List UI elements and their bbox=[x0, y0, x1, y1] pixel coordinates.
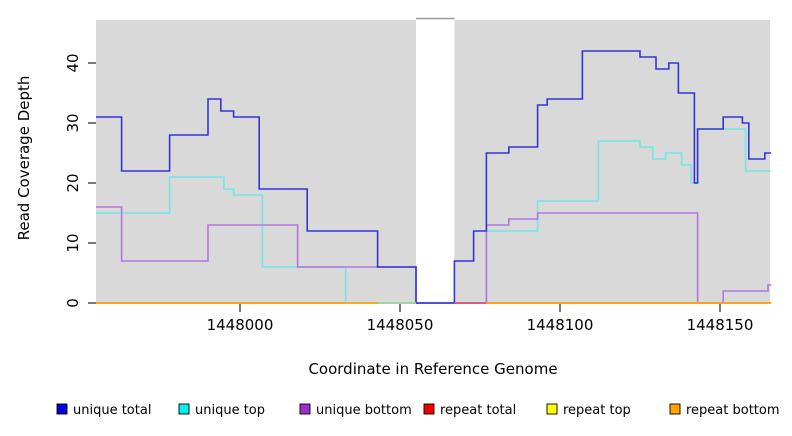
plot-area bbox=[96, 17, 772, 304]
y-tick-label: 30 bbox=[64, 113, 82, 132]
series-line-unique-total bbox=[96, 50, 772, 304]
series-line-unique-top bbox=[96, 128, 772, 304]
legend-swatch-repeat-total bbox=[423, 403, 435, 415]
axes: 1448000 1448050 1448100 1448150 0 10 20 30 40 bbox=[64, 53, 753, 334]
coverage-gap-band bbox=[416, 18, 455, 304]
legend-swatch-unique-total bbox=[56, 403, 68, 415]
y-tick-label: 10 bbox=[64, 233, 82, 252]
legend-label-unique-top: unique top bbox=[195, 403, 265, 418]
x-tick-label: 1448150 bbox=[687, 316, 754, 334]
legend-label-repeat-top: repeat top bbox=[563, 403, 631, 418]
x-tick-label: 1448100 bbox=[527, 316, 594, 334]
y-tick-label: 20 bbox=[64, 173, 82, 192]
legend-swatch-unique-bottom bbox=[299, 403, 311, 415]
x-tick-label: 1448050 bbox=[367, 316, 434, 334]
y-tick-label: 40 bbox=[64, 53, 82, 72]
legend-label-unique-total: unique total bbox=[73, 403, 151, 418]
legend-swatch-unique-top bbox=[178, 403, 190, 415]
x-tick-label: 1448000 bbox=[207, 316, 274, 334]
x-axis-title: Coordinate in Reference Genome bbox=[308, 360, 557, 378]
legend-swatch-repeat-bottom bbox=[669, 403, 681, 415]
legend: unique total unique top unique bottom repea… bbox=[56, 403, 780, 418]
y-axis-title: Read Coverage Depth bbox=[15, 76, 33, 241]
series-line-unique-bottom bbox=[96, 206, 772, 304]
y-tick-label: 0 bbox=[64, 298, 82, 308]
legend-label-repeat-total: repeat total bbox=[440, 403, 516, 418]
legend-label-unique-bottom: unique bottom bbox=[316, 403, 412, 418]
legend-label-repeat-bottom: repeat bottom bbox=[686, 403, 780, 418]
legend-swatch-repeat-top bbox=[546, 403, 558, 415]
